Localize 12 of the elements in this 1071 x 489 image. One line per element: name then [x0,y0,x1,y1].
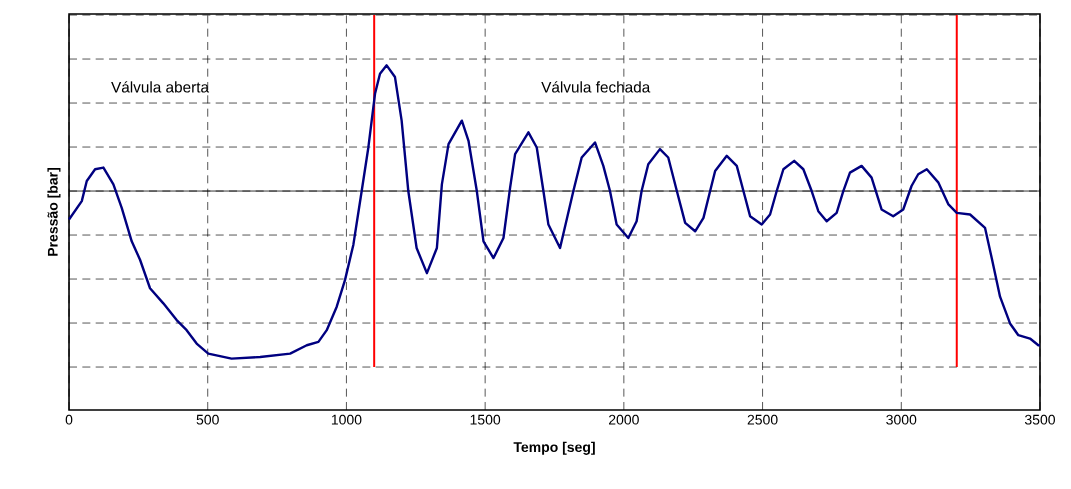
x-tick-label: 1000 [331,414,362,425]
x-tick-label: 3500 [1024,414,1056,425]
x-tick-label: 0 [65,414,73,425]
annotation: Válvula aberta [111,81,210,93]
x-axis-title: Tempo [seg] [513,441,595,455]
annotation: Válvula fechada [541,81,651,93]
y-axis-title: Pressão [bar] [47,168,61,256]
x-tick-label: 500 [196,414,219,425]
x-tick-label: 2500 [747,414,778,425]
x-tick-label: 2000 [609,414,639,425]
x-tick-label: 1500 [470,414,501,425]
x-tick-label: 3000 [886,414,917,425]
